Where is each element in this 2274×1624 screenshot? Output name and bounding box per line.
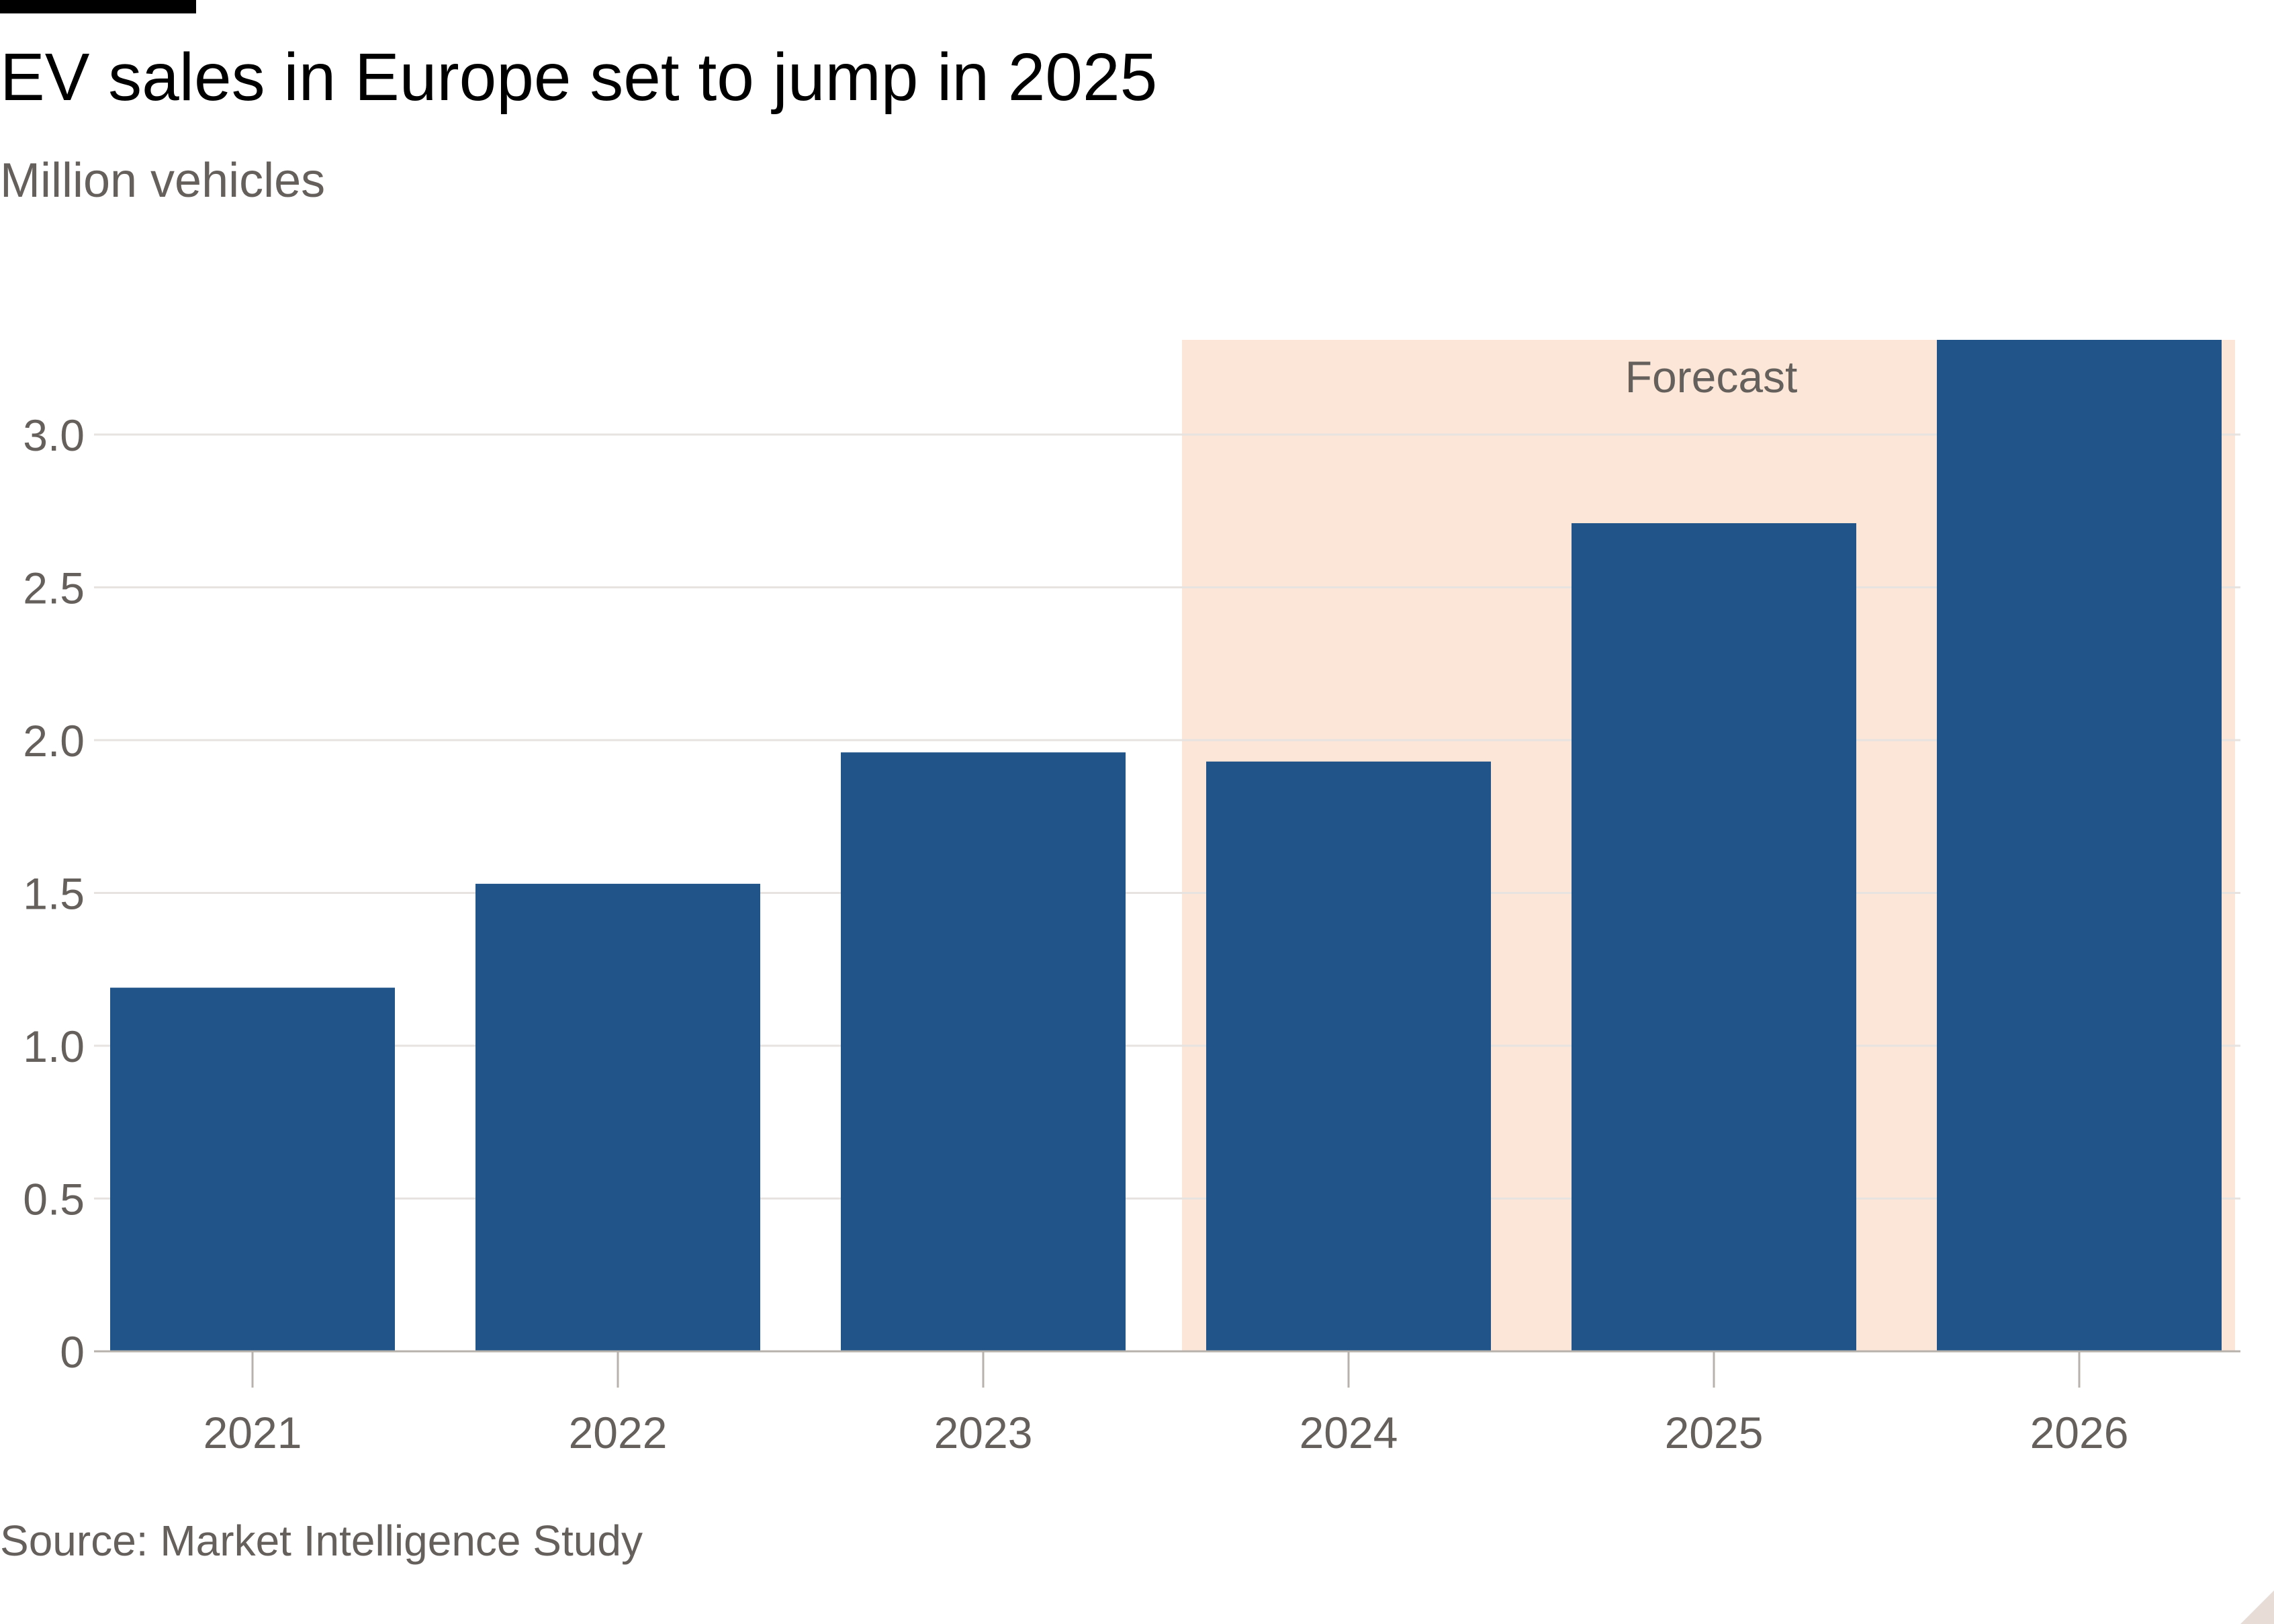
x-tick-label: 2023 bbox=[934, 1408, 1033, 1457]
gridlines-layer bbox=[94, 433, 2240, 1200]
y-tick-label: 1.0 bbox=[23, 1022, 85, 1071]
top-accent-bar bbox=[0, 0, 196, 13]
y-tick-label: 3.0 bbox=[23, 410, 85, 460]
bar-2023 bbox=[841, 752, 1126, 1351]
source-note: Source: Market Intelligence Study bbox=[0, 1517, 643, 1565]
axis-layer bbox=[94, 1350, 2240, 1388]
x-tick-label: 2021 bbox=[203, 1408, 302, 1457]
y-tick-label: 2.5 bbox=[23, 563, 85, 613]
x-tick-label: 2024 bbox=[1300, 1408, 1398, 1457]
bar-2022 bbox=[475, 883, 760, 1351]
bar-2024 bbox=[1206, 761, 1491, 1351]
x-tick-label: 2025 bbox=[1665, 1408, 1764, 1457]
bar-2021 bbox=[110, 987, 395, 1351]
corner-fold-icon bbox=[2240, 1590, 2274, 1624]
bars-layer bbox=[110, 340, 2222, 1351]
y-tick-label: 2.0 bbox=[23, 716, 85, 766]
y-tick-label: 1.5 bbox=[23, 869, 85, 919]
y-tick-label: 0 bbox=[60, 1327, 85, 1377]
forecast-label: Forecast bbox=[1625, 352, 1798, 402]
chart-subtitle: Million vehicles bbox=[0, 154, 326, 208]
labels-layer: Forecast 0 0.5 1.0 1.5 2.0 2.5 3.0 2021 2022 2023 2… bbox=[23, 352, 2128, 1457]
y-tick-label: 0.5 bbox=[23, 1175, 85, 1224]
x-tick-label: 2022 bbox=[569, 1408, 668, 1457]
bar-2026 bbox=[1937, 340, 2222, 1351]
bar-2025 bbox=[1572, 523, 1856, 1351]
x-tick-label: 2026 bbox=[2030, 1408, 2129, 1457]
chart-title: EV sales in Europe set to jump in 2025 bbox=[0, 40, 1158, 115]
